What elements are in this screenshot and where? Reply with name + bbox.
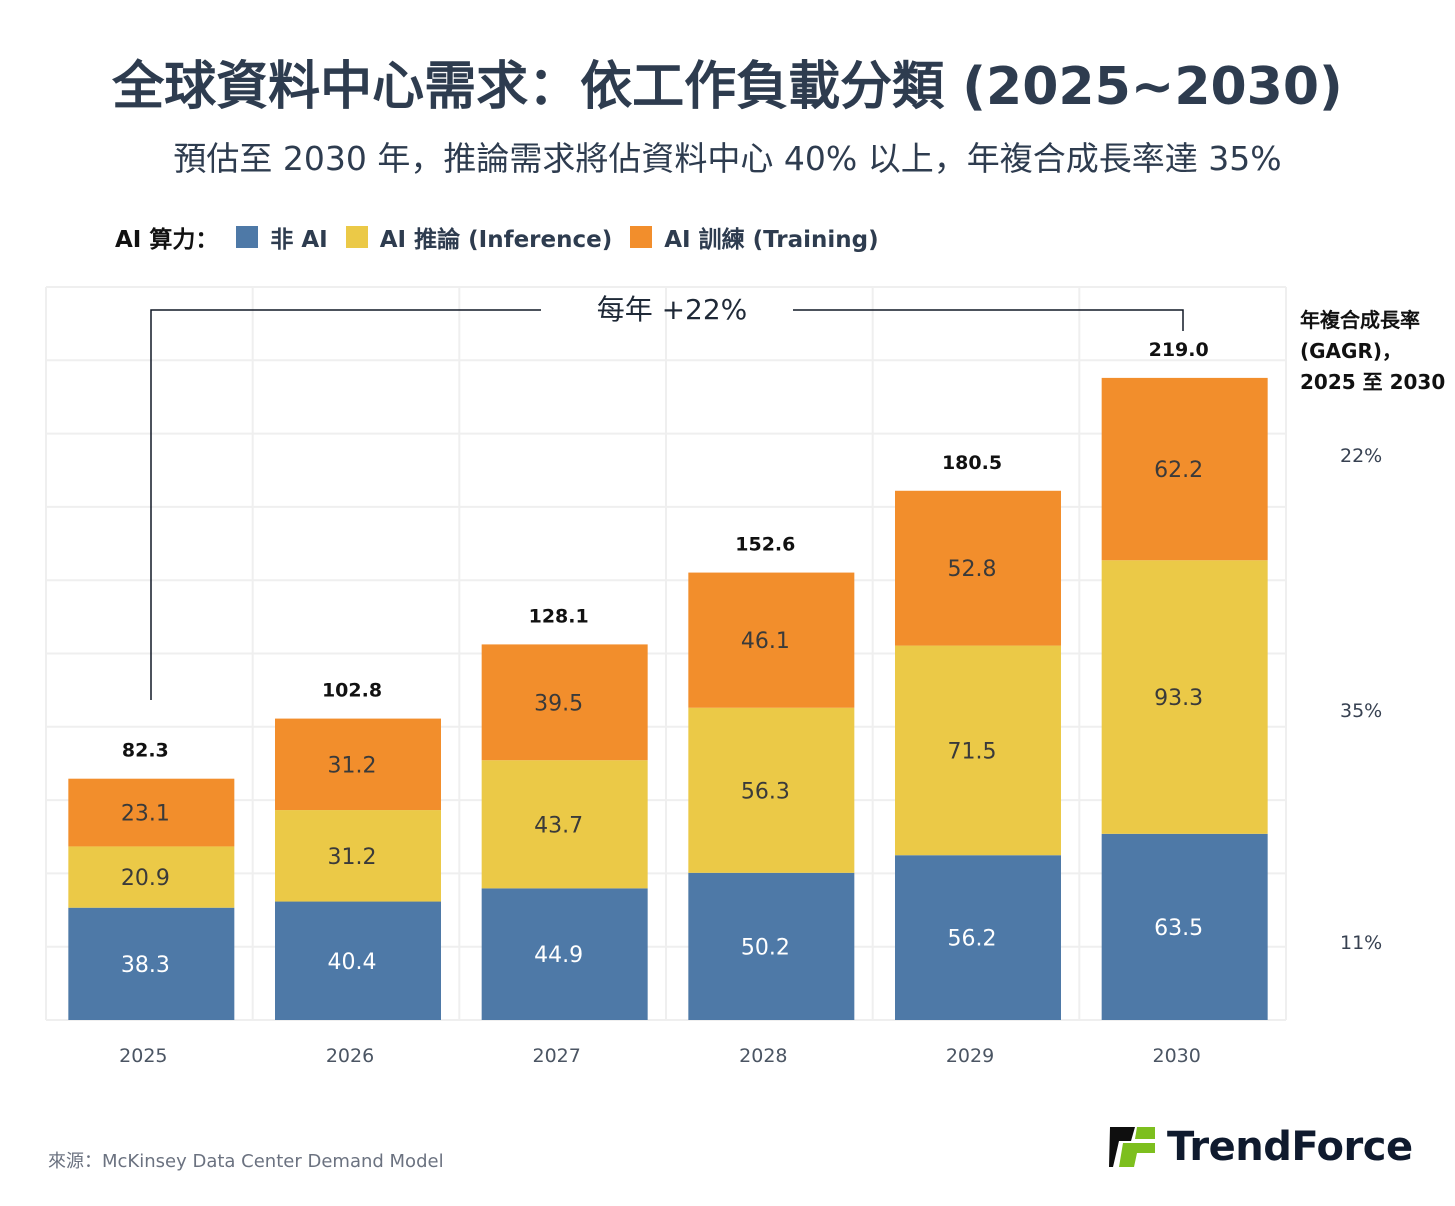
data-label: 40.4 xyxy=(328,950,377,975)
data-label: 56.2 xyxy=(948,927,997,952)
legend-label-inference: AI 推論 (Inference) xyxy=(379,227,613,253)
data-label: 43.7 xyxy=(534,813,583,838)
data-label: 20.9 xyxy=(121,866,170,891)
data-label: 62.2 xyxy=(1154,458,1203,483)
bar-training-2029 xyxy=(895,490,1061,646)
x-tick-label: 2026 xyxy=(326,1045,374,1067)
trendforce-logo-icon xyxy=(1109,1127,1155,1167)
total-label: 128.1 xyxy=(529,605,589,627)
bar-non-ai-2030 xyxy=(1101,833,1268,1020)
growth-annotation: 每年 +22% xyxy=(597,293,748,326)
chart-subtitle: 預估至 2030 年，推論需求將佔資料中心 40% 以上，年複合成長率達 35% xyxy=(173,139,1282,178)
bar-training-2026 xyxy=(275,718,441,811)
gagr-title-line: 2025 至 2030 xyxy=(1300,370,1446,394)
gagr-title-line: 年複合成長率 xyxy=(1300,308,1420,332)
bar-inference-2028 xyxy=(688,707,855,873)
bar-non-ai-2025 xyxy=(68,907,235,1020)
x-tick-label: 2025 xyxy=(119,1045,167,1067)
bar-non-ai-2027 xyxy=(481,888,648,1020)
total-label: 219.0 xyxy=(1149,339,1209,361)
data-label: 39.5 xyxy=(534,691,583,716)
bar-inference-2026 xyxy=(275,810,441,902)
total-label: 152.6 xyxy=(735,534,795,556)
bar-non-ai-2029 xyxy=(895,855,1061,1020)
legend-swatch-non-ai xyxy=(236,226,259,248)
data-label: 44.9 xyxy=(534,943,583,968)
chart-title: 全球資料中心需求：依工作負載分類 (2025~2030) xyxy=(112,57,1343,117)
data-label: 23.1 xyxy=(121,802,170,827)
data-label: 50.2 xyxy=(741,935,790,960)
bar-training-2028 xyxy=(688,572,855,708)
bar-inference-2029 xyxy=(895,645,1061,856)
source-note: 來源：McKinsey Data Center Demand Model xyxy=(48,1151,444,1172)
x-tick-label: 2029 xyxy=(946,1045,994,1067)
data-label: 93.3 xyxy=(1154,686,1203,711)
legend: AI 算力： 非 AI AI 推論 (Inference) AI 訓練 (Tra… xyxy=(115,220,879,254)
total-label: 102.8 xyxy=(322,680,382,702)
legend-swatch-training xyxy=(630,226,653,248)
bar-training-2025 xyxy=(68,778,235,847)
data-label: 71.5 xyxy=(948,739,997,764)
total-label: 180.5 xyxy=(942,452,1002,474)
trendforce-logo-text: TrendForce xyxy=(1167,1124,1413,1170)
bar-inference-2030 xyxy=(1101,560,1268,834)
data-label: 38.3 xyxy=(121,953,170,978)
data-label: 56.3 xyxy=(741,779,790,804)
gagr-training: 22% xyxy=(1340,445,1382,467)
gagr-title: 年複合成長率 (GAGR)， 2025 至 2030 xyxy=(1300,305,1445,398)
total-label: 82.3 xyxy=(122,740,169,762)
legend-swatch-inference xyxy=(345,226,368,248)
bracket-right-line xyxy=(793,309,1184,331)
bar-training-2030 xyxy=(1101,377,1268,561)
gagr-title-line: (GAGR)， xyxy=(1300,339,1402,363)
data-label: 31.2 xyxy=(328,753,377,778)
legend-label-training: AI 訓練 (Training) xyxy=(664,227,879,253)
legend-heading: AI 算力： xyxy=(115,227,219,253)
x-tick-label: 2030 xyxy=(1152,1045,1200,1067)
bar-non-ai-2026 xyxy=(275,901,441,1020)
bracket-left-line xyxy=(150,309,541,700)
x-tick-label: 2028 xyxy=(739,1045,787,1067)
bar-inference-2025 xyxy=(68,846,235,908)
legend-label-non-ai: 非 AI xyxy=(270,227,328,253)
bar-training-2027 xyxy=(481,644,648,761)
gagr-inference: 35% xyxy=(1340,700,1382,722)
data-label: 63.5 xyxy=(1154,916,1203,941)
data-label: 31.2 xyxy=(328,845,377,870)
data-label: 52.8 xyxy=(948,557,997,582)
data-label: 46.1 xyxy=(741,629,790,654)
gagr-non-ai: 11% xyxy=(1340,932,1382,954)
bar-inference-2027 xyxy=(481,760,648,889)
trendforce-logo: TrendForce xyxy=(1107,1124,1413,1170)
growth-bracket: 每年 +22% xyxy=(150,293,1184,700)
bar-non-ai-2028 xyxy=(688,872,855,1020)
x-tick-label: 2027 xyxy=(532,1045,580,1067)
